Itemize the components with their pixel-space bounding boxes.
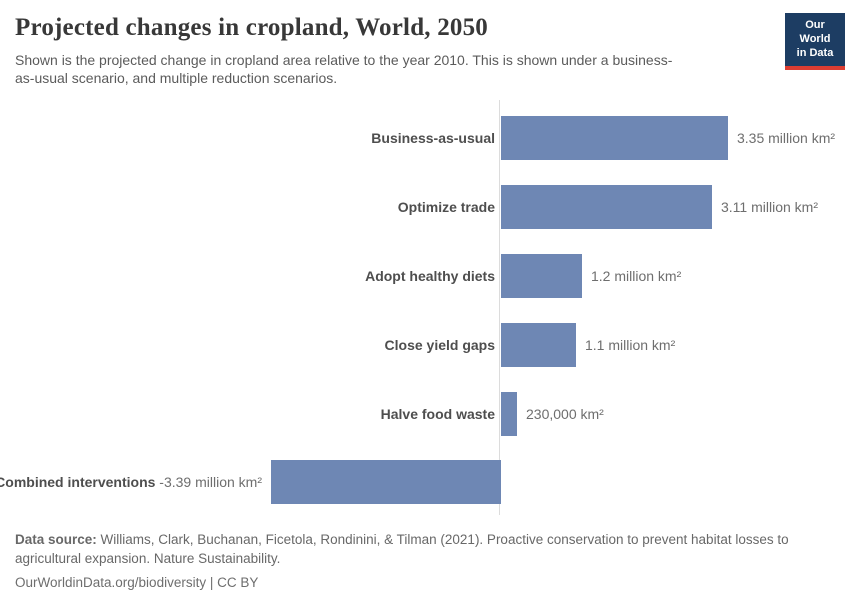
- y-axis-line: [499, 100, 500, 515]
- value-label: 3.11 million km²: [721, 199, 818, 216]
- bar: [501, 392, 517, 436]
- category-and-value-label: Combined interventions -3.39 million km²: [0, 474, 262, 490]
- value-label: 1.1 million km²: [585, 336, 676, 353]
- bar: [501, 116, 728, 160]
- category-label: Optimize trade: [397, 199, 495, 216]
- bar: [501, 185, 712, 229]
- chart-footer: Data source: Williams, Clark, Buchanan, …: [15, 531, 837, 593]
- value-label: 3.35 million km²: [737, 130, 836, 147]
- chart-title: Projected changes in cropland, World, 20…: [15, 14, 488, 41]
- data-source-line: Data source: Williams, Clark, Buchanan, …: [15, 531, 837, 568]
- value-label: 1.2 million km²: [591, 268, 682, 284]
- category-label: Combined interventions: [0, 474, 156, 491]
- category-label: Close yield gaps: [384, 336, 495, 353]
- chart-header: Projected changes in cropland, World, 20…: [15, 14, 775, 88]
- category-label: Business-as-usual: [371, 130, 495, 147]
- owid-logo: Our World in Data: [785, 13, 845, 71]
- category-label: Halve food waste: [380, 405, 495, 422]
- license-line: OurWorldinData.org/biodiversity | CC BY: [15, 575, 259, 591]
- value-label: -3.39 million km²: [155, 474, 262, 491]
- chart-subtitle: Shown is the projected change in croplan…: [15, 52, 673, 86]
- owid-logo-line2: in Data: [796, 46, 834, 59]
- bar: [501, 254, 582, 298]
- value-label: 230,000 km²: [526, 405, 604, 422]
- data-source-text: Williams, Clark, Buchanan, Ficetola, Ron…: [15, 532, 789, 566]
- data-source-label: Data source:: [15, 532, 97, 547]
- category-label: Adopt healthy diets: [365, 268, 495, 284]
- owid-logo-line1: Our World: [799, 19, 831, 45]
- bar: [271, 460, 501, 504]
- bar: [501, 323, 576, 367]
